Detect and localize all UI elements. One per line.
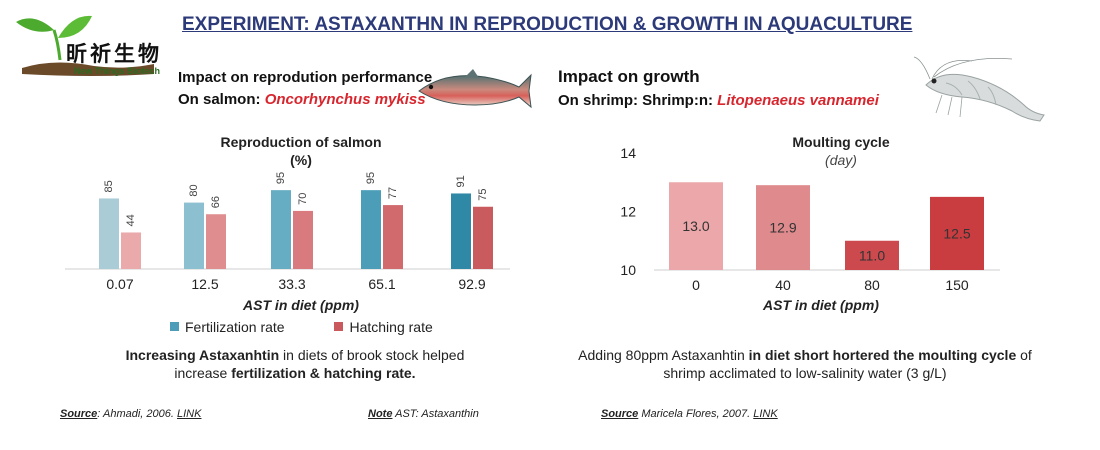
shrimp-species-name: Litopenaeus vannamei xyxy=(717,92,879,109)
hatching-bar xyxy=(383,205,403,269)
chart-legend: Fertilization rate Hatching rate xyxy=(170,318,479,335)
right-subheading: On shrimp: Shrimp:n: Litopenaeus vanname… xyxy=(558,92,879,109)
caption-bold: Increasing Astaxanhtin xyxy=(125,347,280,363)
x-axis-label: AST in diet (ppm) xyxy=(762,297,879,313)
data-label: 91 xyxy=(455,175,467,187)
left-source: Source: Ahmadi, 2006. LINK xyxy=(60,408,201,420)
legend-item-hatching: Hatching rate xyxy=(334,318,433,335)
company-logo: 昕祈生物 New Things Biotech xyxy=(14,8,164,78)
left-subheading-prefix: On salmon: xyxy=(178,91,265,108)
x-tick-label: 0.07 xyxy=(106,276,133,292)
shrimp-image xyxy=(913,56,1045,122)
hatching-bar xyxy=(121,232,141,269)
fertilization-bar xyxy=(361,190,381,269)
logo-sprout-icon xyxy=(16,15,154,76)
source-link[interactable]: LINK xyxy=(177,408,202,420)
hatching-bar xyxy=(293,210,313,269)
x-axis-label: AST in diet (ppm) xyxy=(242,297,359,313)
source-label: Source xyxy=(60,408,98,420)
logo-chinese-name: 昕祈生物 xyxy=(66,41,162,66)
data-label: 85 xyxy=(103,180,115,192)
left-caption: Increasing Astaxanhtin in diets of brook… xyxy=(100,346,490,382)
right-caption: Adding 80ppm Astaxanhtin in diet short h… xyxy=(565,346,1045,382)
x-tick-label: 80 xyxy=(864,277,880,293)
caption-text: of shrimp acclimated to low-salinity wat… xyxy=(663,347,1032,382)
right-source: Source Maricela Flores, 2007. LINK xyxy=(601,408,778,420)
hatching-bar xyxy=(206,214,226,269)
legend-swatch xyxy=(170,322,179,331)
moulting-bar xyxy=(756,185,810,270)
left-subheading: On salmon: Oncorhynchus mykiss xyxy=(178,91,426,108)
logo-english-name: New Things Biotech xyxy=(74,66,161,76)
data-label: 12.5 xyxy=(943,225,970,241)
caption-text: in diets of brook stock helped increase xyxy=(174,347,465,382)
x-tick-label: 150 xyxy=(945,277,969,293)
chart-subtitle: (%) xyxy=(290,152,312,168)
data-label: 66 xyxy=(210,196,222,208)
moulting-cycle-chart: Moulting cycle (day) 10 12 14 13.0 0 12.9 40 11… xyxy=(620,134,1000,313)
moulting-bar xyxy=(669,182,723,270)
data-label: 44 xyxy=(125,214,137,226)
legend-label: Hatching rate xyxy=(349,318,433,335)
x-tick-label: 40 xyxy=(775,277,791,293)
fertilization-bar xyxy=(271,190,291,269)
chart-title: Moulting cycle xyxy=(792,134,889,150)
rainbow-trout-image xyxy=(418,69,532,109)
moulting-bar xyxy=(845,240,899,270)
salmon-species-name: Oncorhynchus mykiss xyxy=(264,91,426,108)
caption-bold: in diet short hortered the moulting cycl… xyxy=(748,347,1017,363)
fertilization-bar xyxy=(451,193,471,269)
source-link[interactable]: LINK xyxy=(753,408,778,420)
right-heading: Impact on growth xyxy=(558,67,700,86)
caption-bold: fertilization & hatching rate. xyxy=(231,365,416,382)
moulting-bar xyxy=(930,196,984,270)
source-text: Maricela Flores, 2007. xyxy=(638,408,754,420)
data-label: 75 xyxy=(477,189,489,201)
page-title: EXPERIMENT: ASTAXANTHN IN REPRODUCTION &… xyxy=(182,14,913,35)
note-text: AST: Astaxanthin xyxy=(392,408,479,420)
source-label: Source xyxy=(601,408,639,420)
x-tick-label: 65.1 xyxy=(368,276,395,292)
data-label: 12.9 xyxy=(769,220,796,236)
data-label: 95 xyxy=(365,172,377,184)
fertilization-bar xyxy=(184,202,204,269)
data-label: 95 xyxy=(275,172,287,184)
legend-label: Fertilization rate xyxy=(185,318,285,335)
chart-title: Reproduction of salmon xyxy=(221,134,382,150)
right-subheading-prefix: On shrimp: Shrimp:n: xyxy=(558,92,718,109)
fertilization-bar xyxy=(99,198,119,269)
chart-subtitle: (day) xyxy=(825,152,857,168)
legend-swatch xyxy=(334,322,344,331)
data-label: 80 xyxy=(188,184,200,196)
caption-text: Adding 80ppm Astaxanhtin xyxy=(578,347,749,363)
data-label: 70 xyxy=(297,193,309,205)
y-tick-label: 12 xyxy=(620,204,636,220)
data-label: 77 xyxy=(387,187,399,199)
y-tick-label: 10 xyxy=(620,262,636,278)
legend-item-fertilization: Fertilization rate xyxy=(170,319,285,335)
note-label: Note xyxy=(368,408,393,420)
x-tick-label: 12.5 xyxy=(191,276,218,292)
source-text: : Ahmadi, 2006. xyxy=(97,408,177,420)
x-tick-label: 33.3 xyxy=(278,276,305,292)
y-tick-label: 14 xyxy=(620,145,636,161)
data-label: 13.0 xyxy=(682,218,709,234)
salmon-reproduction-chart: Reproduction of salmon (%) 85 44 0.07 80 66 1… xyxy=(65,134,510,313)
x-tick-label: 92.9 xyxy=(458,276,485,292)
x-tick-label: 0 xyxy=(692,277,700,293)
note: Note AST: Astaxanthin xyxy=(368,408,479,420)
hatching-bar xyxy=(473,206,493,269)
data-label: 11.0 xyxy=(859,247,885,263)
left-heading: Impact on reprodution performance xyxy=(178,69,433,86)
